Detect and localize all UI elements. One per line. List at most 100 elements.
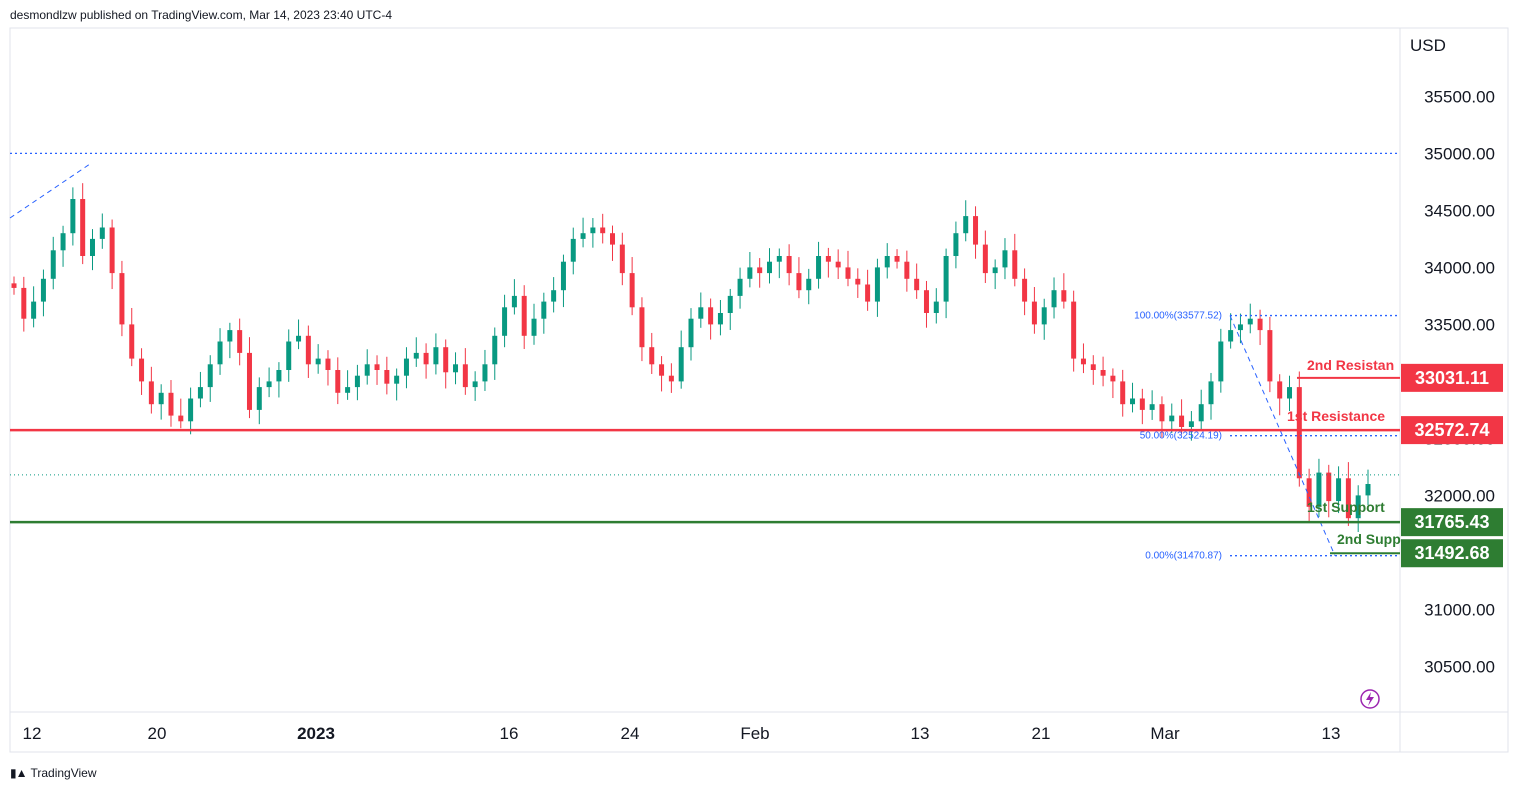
candle-body bbox=[1130, 398, 1136, 405]
fib-level-label: 50.00%(32524.19) bbox=[1140, 431, 1222, 442]
candle-body bbox=[600, 227, 606, 234]
candle-body bbox=[806, 278, 812, 291]
candle-body bbox=[1061, 290, 1067, 302]
candle-body bbox=[816, 256, 822, 279]
candle-body bbox=[511, 295, 517, 308]
candle-body bbox=[109, 227, 115, 274]
candle-body bbox=[21, 287, 27, 319]
candle-body bbox=[354, 375, 360, 388]
candle-body bbox=[1277, 381, 1283, 399]
candle-body bbox=[884, 256, 890, 268]
candle-body bbox=[1306, 478, 1312, 507]
first-resistance-annotation: 1st Resistance bbox=[1287, 408, 1385, 424]
candle-body bbox=[286, 341, 292, 370]
candle-body bbox=[99, 227, 105, 239]
candle-body bbox=[40, 278, 46, 302]
candle-body bbox=[188, 398, 194, 422]
candle-body bbox=[531, 318, 537, 336]
candle-body bbox=[423, 352, 429, 365]
price-label-1 bbox=[1401, 363, 1503, 392]
lightning-icon-glyph bbox=[1366, 692, 1374, 706]
time-axis-tick-label: 21 bbox=[1032, 724, 1051, 743]
price-axis-tick-label: 31000.00 bbox=[1424, 600, 1495, 619]
candle-body bbox=[1228, 330, 1234, 342]
candle-body bbox=[1022, 278, 1028, 302]
candle-body bbox=[649, 347, 655, 365]
footer-brand[interactable]: ▮▲ TradingView bbox=[10, 766, 97, 780]
candle-body bbox=[933, 301, 939, 313]
candle-body bbox=[315, 358, 321, 365]
candle-body bbox=[619, 244, 625, 274]
candle-body bbox=[1336, 478, 1342, 502]
candle-body bbox=[776, 256, 782, 262]
candle-body bbox=[1247, 318, 1253, 325]
footer-brand-label: TradingView bbox=[30, 766, 97, 780]
candle-body bbox=[119, 273, 125, 325]
price-axis-tick-label: 33500.00 bbox=[1424, 315, 1495, 334]
candle-body bbox=[757, 267, 763, 274]
candle-body bbox=[973, 216, 979, 245]
candle-body bbox=[796, 273, 802, 291]
candle-body bbox=[865, 284, 871, 302]
candle-body bbox=[335, 370, 341, 393]
price-label-4 bbox=[1401, 539, 1503, 568]
candle-body bbox=[1051, 290, 1057, 308]
candle-body bbox=[453, 364, 459, 373]
candle-body bbox=[1031, 301, 1037, 325]
candle-body bbox=[747, 267, 753, 279]
time-axis-tick-label: Mar bbox=[1150, 724, 1180, 743]
candle-body bbox=[89, 238, 95, 256]
lightning-icon[interactable] bbox=[1360, 689, 1380, 709]
candle-body bbox=[433, 347, 439, 365]
candle-body bbox=[708, 307, 714, 325]
candle-body bbox=[148, 381, 154, 405]
candle-body bbox=[639, 307, 645, 348]
candle-body bbox=[1120, 381, 1126, 405]
time-axis-tick-label: 24 bbox=[621, 724, 640, 743]
candle-body bbox=[246, 352, 252, 410]
time-axis-tick-label: 13 bbox=[911, 724, 930, 743]
candle-body bbox=[904, 261, 910, 279]
price-axis-tick-label: 35000.00 bbox=[1424, 144, 1495, 163]
price-label-value: 31492.68 bbox=[1414, 543, 1489, 563]
price-axis-tick-label: 35500.00 bbox=[1424, 87, 1495, 106]
price-label-value: 33031.11 bbox=[1415, 368, 1489, 388]
candle-body bbox=[825, 256, 831, 262]
price-axis-tick-label: 30500.00 bbox=[1424, 657, 1495, 676]
candle-body bbox=[31, 301, 37, 319]
candle-body bbox=[629, 273, 635, 308]
time-axis-tick-label: 20 bbox=[148, 724, 167, 743]
candle-body bbox=[874, 267, 880, 302]
candle-body bbox=[855, 278, 861, 285]
candle-body bbox=[551, 290, 557, 302]
candle-body bbox=[1100, 370, 1106, 376]
candle-body bbox=[678, 347, 684, 382]
candle-body bbox=[1287, 387, 1293, 399]
candle-body bbox=[963, 216, 969, 234]
price-axis-tick-label: 34500.00 bbox=[1424, 201, 1495, 220]
candle-body bbox=[374, 364, 380, 370]
candle-body bbox=[1208, 381, 1214, 405]
candle-body bbox=[394, 375, 400, 384]
candle-body bbox=[325, 358, 331, 370]
candle-body bbox=[276, 370, 282, 382]
candle-body bbox=[1179, 415, 1185, 427]
candle-body bbox=[139, 358, 145, 382]
candle-body bbox=[580, 233, 586, 239]
candle-body bbox=[953, 233, 959, 256]
candle-body bbox=[1149, 404, 1155, 410]
candle-body bbox=[472, 381, 478, 388]
candle-body bbox=[1237, 324, 1243, 331]
candle-body bbox=[492, 335, 498, 365]
time-axis-tick-label: 2023 bbox=[297, 724, 335, 743]
candle-body bbox=[1139, 398, 1145, 410]
candle-body bbox=[570, 238, 576, 262]
candle-body bbox=[698, 307, 704, 319]
price-label-value: 32572.74 bbox=[1414, 420, 1489, 440]
second-resistance-annotation: 2nd Resistan bbox=[1307, 357, 1394, 373]
time-axis-tick-label: 12 bbox=[23, 724, 42, 743]
candle-body bbox=[1188, 421, 1194, 427]
candle-body bbox=[227, 330, 233, 342]
candle-body bbox=[296, 335, 302, 342]
